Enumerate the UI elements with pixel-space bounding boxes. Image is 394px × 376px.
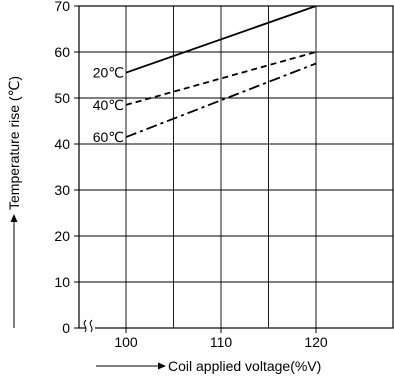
y-axis-arrowhead	[10, 214, 18, 222]
axis-break-line-left	[83, 319, 87, 333]
series-labels: 20℃ 40℃ 60℃	[93, 65, 124, 145]
axis-break-line-right	[89, 319, 93, 333]
series-line-3	[125, 62, 317, 138]
x-axis-arrowhead	[158, 362, 166, 370]
y-tick-label: 0	[62, 320, 70, 336]
x-tick-label: 120	[304, 334, 328, 350]
y-tick-label: 10	[54, 274, 70, 290]
grid-lines	[79, 6, 393, 328]
x-tick-label: 100	[114, 334, 138, 350]
y-tick-label: 50	[54, 90, 70, 106]
series-label-2: 40℃	[93, 97, 124, 113]
y-tick-label: 60	[54, 44, 70, 60]
x-axis-break-mark	[83, 319, 95, 336]
series-label-1: 20℃	[93, 65, 124, 81]
y-tick-label: 20	[54, 228, 70, 244]
x-axis-title: Coil applied voltage(%V)	[168, 358, 321, 374]
axis-ticks: 0 10 20 30 40 50 60 70 100 110 120	[54, 0, 327, 350]
y-axis-title: Temperature rise (℃)	[6, 76, 22, 210]
series-line-2	[125, 51, 317, 106]
y-tick-label: 40	[54, 136, 70, 152]
series-label-3: 60℃	[93, 129, 124, 145]
series-group	[125, 6, 317, 138]
y-tick-label: 70	[54, 0, 70, 14]
series-line-1	[125, 6, 317, 74]
plot-frame	[78, 5, 394, 329]
x-tick-label: 110	[210, 334, 233, 350]
y-tick-label: 30	[54, 182, 70, 198]
axis-break-gap	[86, 320, 95, 336]
